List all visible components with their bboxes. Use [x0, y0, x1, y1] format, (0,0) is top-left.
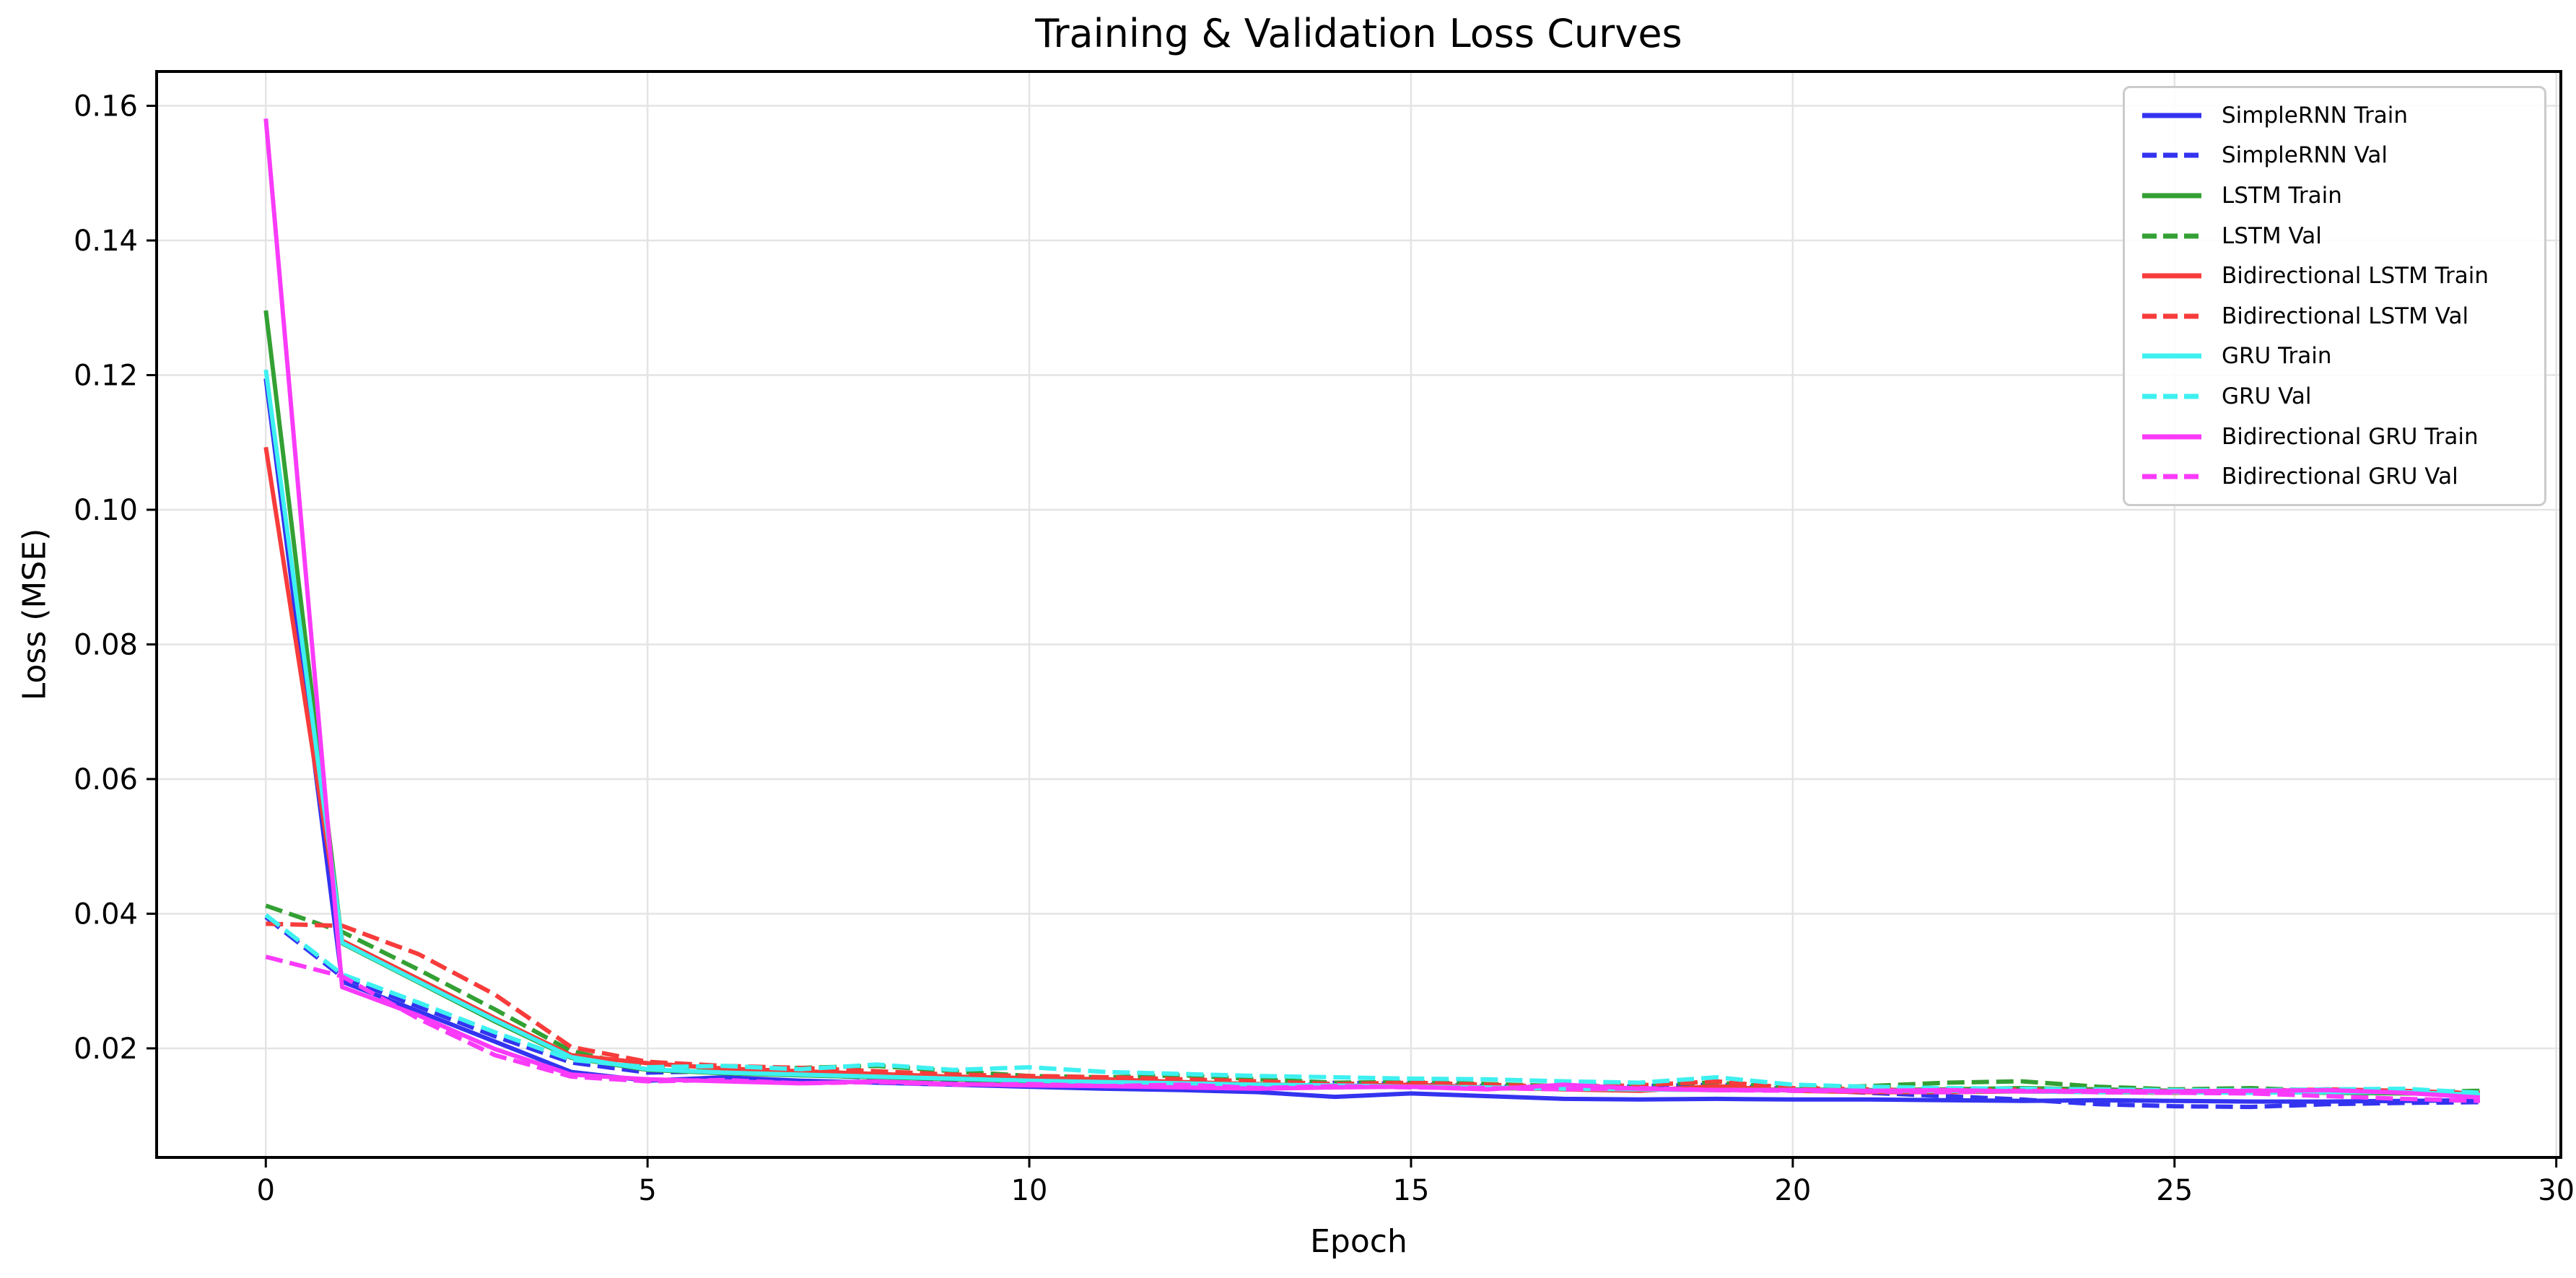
y-tick-label: 0.14 [74, 225, 138, 258]
y-tick-label: 0.06 [74, 763, 138, 796]
legend-item-lstm-val: LSTM Val [2141, 224, 2537, 248]
legend-swatch-solid [2142, 113, 2201, 118]
x-tick-label: 25 [2156, 1174, 2193, 1207]
chart-title: Training & Validation Loss Curves [1035, 11, 1682, 56]
legend-item-bidirectional-lstm-val: Bidirectional LSTM Val [2141, 304, 2537, 329]
gru-val-line [264, 913, 2481, 1095]
legend-swatch-dashed [2142, 394, 2201, 399]
legend-swatch-solid [2142, 193, 2201, 199]
y-tick-label: 0.08 [74, 628, 138, 661]
legend-item-lstm-train: LSTM Train [2141, 183, 2537, 208]
legend-item-bidirectional-gru-val: Bidirectional GRU Val [2141, 464, 2537, 489]
legend-swatch-solid [2142, 273, 2201, 279]
legend-item-simplernn-train: SimpleRNN Train [2141, 103, 2537, 128]
x-tick-label: 10 [1011, 1174, 1048, 1207]
legend-swatch-dashed [2142, 474, 2201, 479]
legend-label: GRU Val [2222, 383, 2312, 409]
bidirectional-lstm-train-line [263, 446, 2481, 1096]
series-lines [263, 118, 2481, 1110]
legend-label: Bidirectional LSTM Train [2222, 263, 2489, 290]
y-tick-label: 0.12 [74, 360, 138, 393]
legend-label: LSTM Val [2222, 222, 2322, 249]
bidirectional-gru-val-line [265, 955, 2480, 1103]
axes-spines [155, 70, 2562, 1159]
y-tick-label: 0.10 [74, 494, 138, 527]
x-tick-label: 5 [638, 1174, 656, 1207]
x-tick-label: 30 [2538, 1174, 2575, 1207]
y-tick-label: 0.16 [74, 90, 138, 123]
x-tick-label: 15 [1393, 1174, 1430, 1207]
y-tick-label: 0.02 [74, 1033, 138, 1066]
legend-label: Bidirectional GRU Train [2222, 423, 2479, 450]
legend-item-simplernn-val: SimpleRNN Val [2141, 143, 2537, 168]
legend-item-bidirectional-lstm-train: Bidirectional LSTM Train [2141, 264, 2537, 288]
y-tick-label: 0.04 [74, 897, 138, 931]
legend-label: LSTM Train [2222, 182, 2342, 209]
legend-label: GRU Train [2222, 343, 2332, 370]
legend-swatch-dashed [2142, 233, 2201, 239]
y-axis-label: Loss (MSE) [16, 528, 53, 701]
x-tick-label: 0 [257, 1174, 275, 1207]
legend-label: SimpleRNN Train [2222, 102, 2409, 129]
legend-swatch-solid [2142, 434, 2201, 440]
legend-label: Bidirectional LSTM Val [2222, 303, 2469, 329]
x-axis-label: Epoch [1310, 1223, 1407, 1260]
legend-label: Bidirectional GRU Val [2222, 464, 2458, 490]
x-tick-label: 20 [1774, 1174, 1811, 1207]
legend-item-bidirectional-gru-train: Bidirectional GRU Train [2141, 425, 2537, 449]
legend-label: SimpleRNN Val [2222, 142, 2388, 169]
legend-item-gru-val: GRU Val [2141, 384, 2537, 409]
tick-marks: 0 5 10 15 20 25 30 0.02 0.04 0.06 0.08 0.10 0.12 0.14… [74, 90, 2575, 1207]
legend-item-gru-train: GRU Train [2141, 344, 2537, 368]
legend: SimpleRNN Train SimpleRNN Val LSTM Train LS… [2123, 86, 2546, 506]
legend-swatch-dashed [2142, 152, 2201, 158]
legend-swatch-dashed [2142, 313, 2201, 319]
legend-swatch-solid [2142, 353, 2201, 359]
